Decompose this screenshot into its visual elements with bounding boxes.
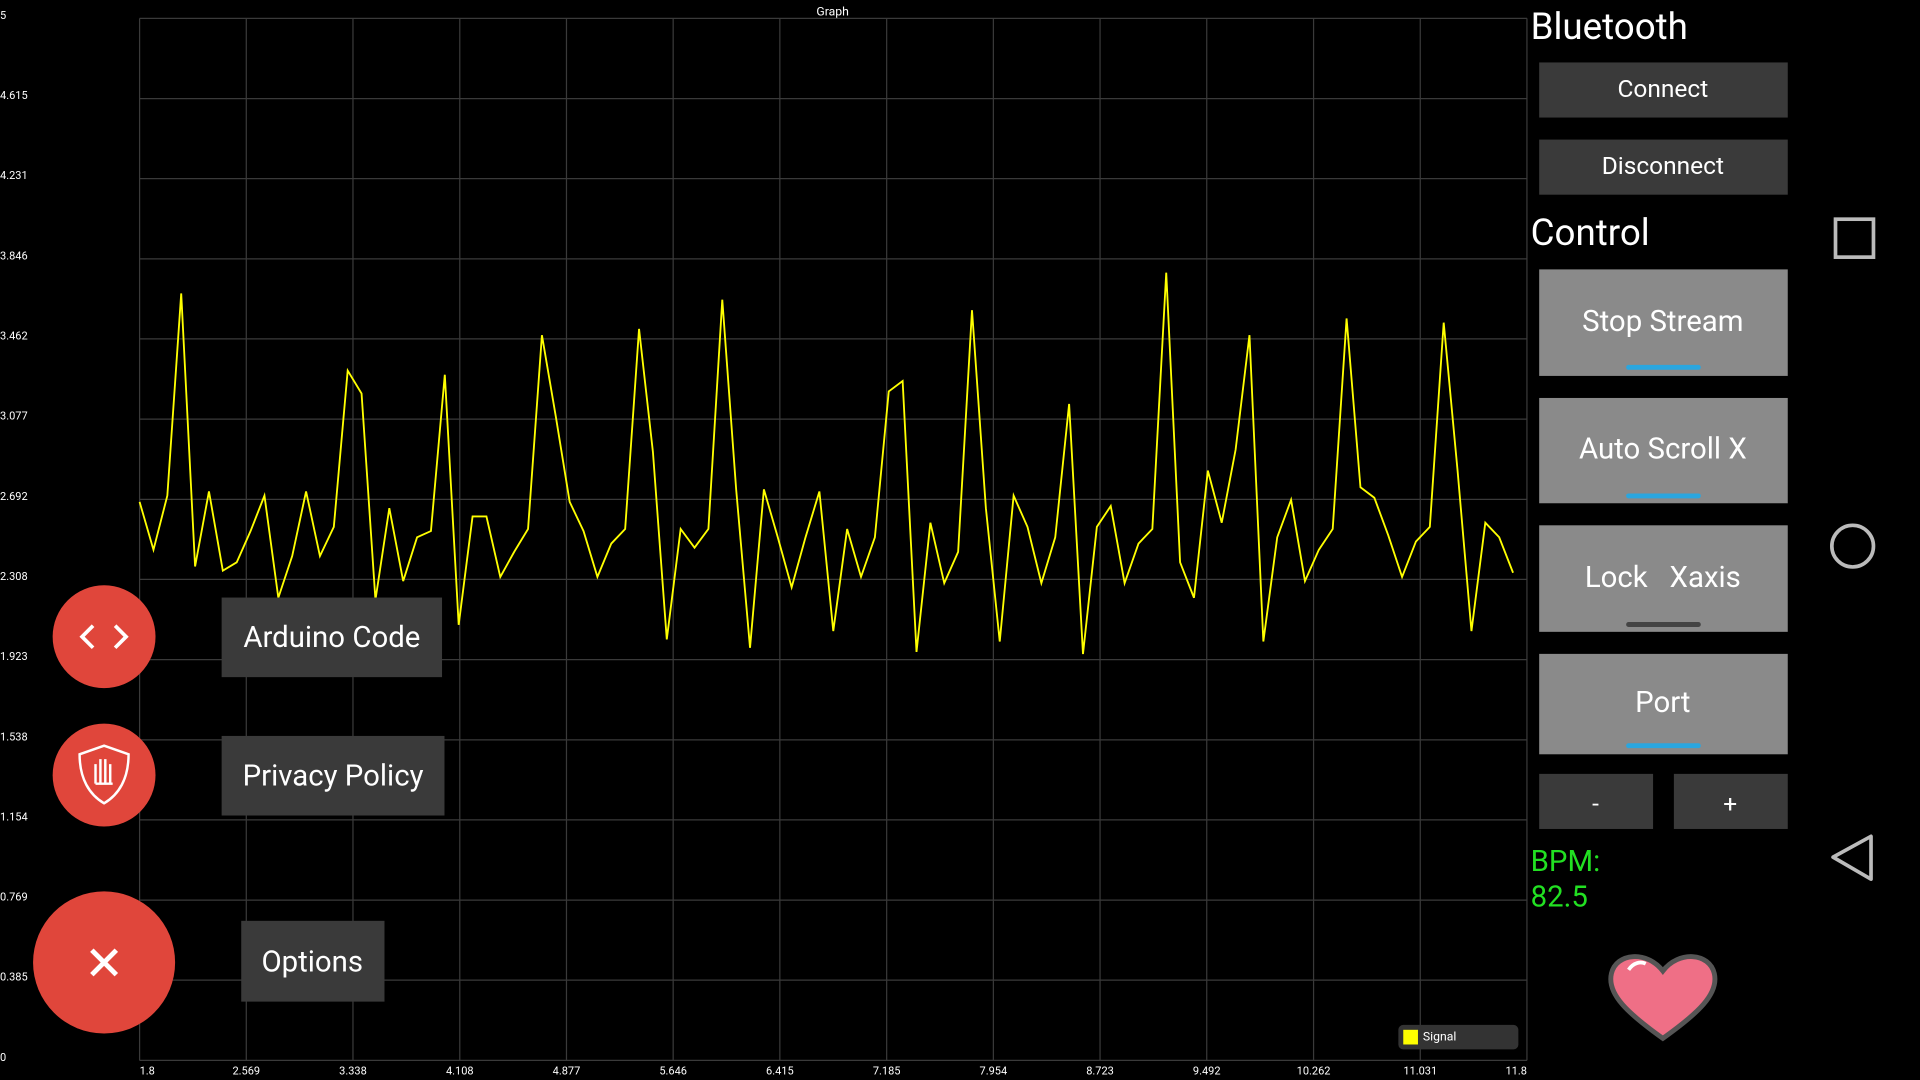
button-bg — [1673, 773, 1788, 829]
x-tick-label: 3.338 — [339, 1064, 367, 1077]
x-tick-label: 11.031 — [1403, 1064, 1437, 1077]
x-tick-label: 7.954 — [980, 1064, 1008, 1077]
x-tick-label: 9.492 — [1193, 1064, 1221, 1077]
port-button[interactable]: Port — [1539, 653, 1788, 755]
back-button[interactable] — [1831, 834, 1873, 882]
legend: Signal — [1398, 1024, 1519, 1050]
y-tick-label: 2.308 — [0, 570, 28, 583]
section-title: Bluetooth — [1531, 5, 1688, 48]
y-tick-label: 1.154 — [0, 810, 28, 823]
section-title: Control — [1531, 211, 1650, 254]
menu-label-bg — [241, 920, 385, 1002]
toggle-indicator — [1626, 364, 1701, 370]
auto-scroll-toggle[interactable]: Auto Scroll X — [1539, 397, 1788, 504]
toggle-indicator — [1626, 493, 1701, 499]
fab[interactable] — [52, 585, 156, 689]
y-tick-label: 3.077 — [0, 410, 28, 423]
y-tick-label: 0.385 — [0, 971, 28, 984]
stop-stream-toggle[interactable]: Stop Stream — [1539, 269, 1788, 376]
x-tick-label: 8.723 — [1086, 1064, 1114, 1077]
button-bg — [1539, 62, 1788, 118]
x-tick-label: 4.108 — [446, 1064, 474, 1077]
button-bg — [1539, 397, 1788, 504]
arduino-code-item[interactable]: Arduino Code — [52, 585, 443, 689]
y-tick-label: 1.538 — [0, 730, 28, 743]
button-label[interactable]: + — [1723, 789, 1737, 818]
heart-shine — [1627, 960, 1647, 971]
y-tick-label: 1.923 — [0, 650, 28, 663]
button-label[interactable]: Stop Stream — [1582, 305, 1743, 339]
bpm-value: 82.5 — [1531, 881, 1588, 915]
legend-swatch — [1403, 1029, 1418, 1045]
x-tick-label: 2.569 — [232, 1064, 260, 1077]
minus-button[interactable]: - — [1539, 773, 1654, 829]
home-button[interactable] — [1830, 523, 1876, 569]
x-tick-label: 10.262 — [1297, 1064, 1331, 1077]
signal-line — [138, 272, 1514, 655]
legend-bg — [1398, 1024, 1519, 1050]
button-bg — [1539, 139, 1788, 195]
menu-label-bg — [221, 735, 445, 816]
button-label[interactable]: Port — [1635, 686, 1690, 720]
y-tick-label: 0 — [0, 1051, 6, 1064]
button-bg — [1539, 653, 1788, 755]
menu-label-bg — [221, 597, 443, 678]
menu-label[interactable]: Arduino Code — [243, 621, 420, 655]
toggle-indicator — [1626, 622, 1701, 627]
menu-label[interactable]: Privacy Policy — [243, 759, 424, 793]
button-bg — [1539, 773, 1654, 829]
y-tick-label: 5 — [0, 9, 6, 22]
button-label[interactable]: Disconnect — [1602, 151, 1724, 180]
button-label[interactable]: - — [1592, 789, 1599, 818]
button-bg — [1539, 269, 1788, 376]
shield-icon — [78, 744, 130, 805]
x-tick-label: 4.877 — [553, 1064, 581, 1077]
x-tick-label: 5.646 — [659, 1064, 687, 1077]
button-label[interactable]: Connect — [1618, 74, 1709, 103]
disconnect-button[interactable]: Disconnect — [1539, 139, 1788, 195]
y-tick-label: 0.769 — [0, 891, 28, 904]
x-tick-label: 7.185 — [873, 1064, 901, 1077]
close-icon — [90, 948, 119, 977]
y-tick-label: 4.615 — [0, 89, 28, 102]
grid — [138, 17, 1528, 1062]
chart: Graph 0 0.385 0.769 1.154 1.538 1.923 2.308 2.6… — [0, 4, 1528, 1077]
button-bg — [1539, 525, 1788, 632]
bpm-label: BPM: — [1531, 845, 1601, 879]
toggle-indicator — [1626, 743, 1701, 749]
y-tick-label: 4.231 — [0, 169, 28, 182]
menu-label[interactable]: Options — [261, 945, 363, 979]
code-icon — [79, 624, 129, 650]
recents-button[interactable] — [1833, 217, 1876, 259]
y-tick-label: 3.462 — [0, 329, 28, 342]
y-tick-label: 2.692 — [0, 490, 28, 503]
x-tick-label: 1.8 — [140, 1064, 155, 1077]
legend-label: Signal — [1423, 1029, 1457, 1043]
lock-xaxis-toggle[interactable]: Lock Xaxis — [1539, 525, 1788, 632]
y-tick-label: 3.846 — [0, 249, 28, 262]
x-tick-label: 11.8 — [1505, 1064, 1526, 1077]
privacy-policy-item[interactable]: Privacy Policy — [52, 723, 445, 827]
button-label[interactable]: Auto Scroll X — [1579, 432, 1747, 466]
hand-icon — [94, 759, 113, 785]
x-tick-label: 6.415 — [766, 1064, 794, 1077]
plus-button[interactable]: + — [1673, 773, 1788, 829]
button-label[interactable]: Lock Xaxis — [1585, 561, 1741, 595]
heart-icon — [1608, 954, 1718, 1042]
options-item[interactable]: Options — [33, 891, 385, 1034]
chart-title: Graph — [816, 4, 849, 18]
connect-button[interactable]: Connect — [1539, 62, 1788, 118]
